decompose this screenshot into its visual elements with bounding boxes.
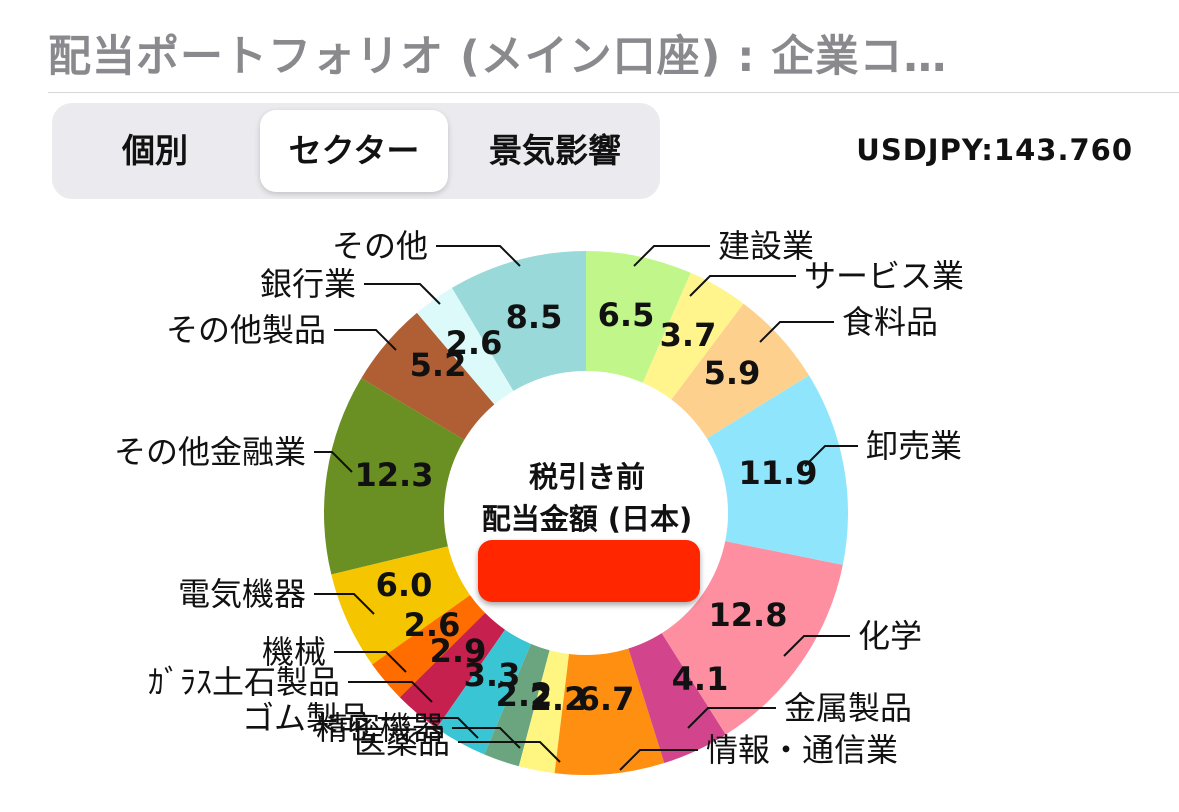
leader-line-13 [314, 451, 353, 473]
page-title: 配当ポートフォリオ (メイン口座) : 企業コ… [48, 32, 948, 82]
value-label-15: 2.6 [446, 324, 503, 362]
donut-inner-ring [444, 371, 728, 655]
slice-14[interactable] [361, 312, 495, 440]
category-label-2: 食料品 [842, 303, 938, 341]
category-label-14: その他製品 [166, 311, 326, 349]
leader-line-9 [378, 717, 479, 739]
slice-1[interactable] [642, 272, 744, 400]
value-label-1: 3.7 [660, 316, 717, 354]
value-label-14: 5.2 [410, 346, 467, 384]
segmented-control: 個別 セクター 景気影響 [52, 103, 660, 199]
slice-4[interactable] [661, 541, 843, 735]
slice-10[interactable] [399, 612, 506, 729]
category-label-4: 化学 [858, 617, 922, 655]
slice-13[interactable] [324, 378, 465, 575]
slice-16[interactable] [451, 251, 586, 392]
leader-line-1 [689, 275, 796, 297]
category-label-12: 電気機器 [178, 575, 306, 613]
value-label-7: 2.2 [530, 680, 587, 718]
leader-line-16 [436, 245, 521, 267]
redacted-amount [478, 540, 700, 602]
exchange-rate: USDJPY:143.760 [856, 133, 1133, 167]
leader-line-0 [633, 245, 710, 267]
tab-sector[interactable]: セクター [260, 110, 448, 192]
value-label-3: 11.9 [739, 454, 818, 492]
category-label-11: 機械 [262, 633, 326, 671]
leader-line-6 [619, 749, 698, 771]
leader-line-10 [348, 681, 433, 703]
category-label-0: 建設業 [718, 227, 814, 265]
slice-2[interactable] [671, 303, 809, 439]
slice-15[interactable] [416, 287, 514, 405]
category-label-3: 卸売業 [866, 427, 962, 465]
value-label-4: 12.8 [709, 596, 788, 634]
tab-economic-impact[interactable]: 景気影響 [489, 131, 621, 170]
leader-line-5 [687, 707, 776, 729]
leader-line-12 [314, 593, 375, 615]
category-label-6: 情報・通信業 [706, 731, 898, 769]
value-label-5: 4.1 [672, 660, 729, 698]
center-label-tax: 税引き前 [528, 460, 645, 494]
value-label-13: 12.3 [355, 456, 434, 494]
slice-11[interactable] [372, 595, 486, 698]
category-label-13: その他金融業 [114, 433, 306, 471]
category-label-16: その他 [332, 227, 428, 265]
value-label-10: 2.9 [430, 632, 487, 670]
value-label-6: 6.7 [578, 680, 635, 718]
category-label-5: 金属製品 [784, 689, 912, 727]
leader-line-15 [364, 283, 441, 305]
category-label-1: サービス業 [804, 257, 964, 295]
center-label-amount: 配当金額 (日本) [481, 502, 693, 536]
category-label-8: 精密機器 [316, 709, 444, 747]
leader-line-14 [334, 329, 397, 351]
slice-8[interactable] [484, 643, 550, 767]
leader-line-11 [334, 651, 407, 673]
leader-line-2 [759, 321, 834, 343]
slice-12[interactable] [331, 546, 471, 665]
value-label-9: 3.3 [464, 656, 521, 694]
value-label-2: 5.9 [704, 354, 761, 392]
slice-5[interactable] [628, 633, 726, 764]
category-label-10: ｶﾞﾗｽ土石製品 [148, 663, 340, 701]
value-label-11: 2.6 [404, 606, 461, 644]
slice-6[interactable] [554, 648, 665, 775]
tab-individual[interactable]: 個別 [122, 131, 188, 170]
value-label-0: 6.5 [598, 296, 655, 334]
category-label-9: ゴム製品 [242, 699, 370, 737]
category-label-7: 医薬品 [354, 723, 450, 761]
leader-line-3 [804, 445, 858, 467]
slice-0[interactable] [586, 251, 691, 383]
slice-9[interactable] [436, 629, 531, 755]
value-label-8: 2.2 [496, 676, 553, 714]
category-label-15: 銀行業 [260, 265, 356, 303]
value-label-12: 6.0 [376, 566, 433, 604]
leader-line-7 [458, 741, 561, 763]
slice-3[interactable] [706, 375, 848, 565]
leader-line-4 [783, 635, 850, 657]
value-label-16: 8.5 [506, 298, 563, 336]
header-divider [48, 92, 1179, 93]
